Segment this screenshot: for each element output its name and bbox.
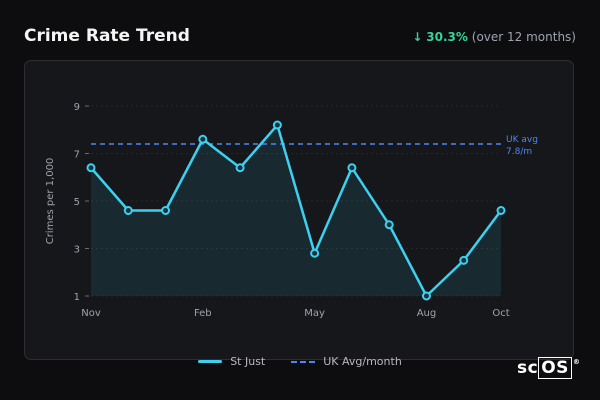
data-point [310,248,320,258]
x-tick-label: May [304,308,325,319]
page-title: Crime Rate Trend [24,26,190,46]
x-tick-label: Nov [81,308,101,319]
data-point [347,163,357,173]
legend-item-reference[interactable]: UK Avg/month [291,355,402,368]
reference-annotation-line2: 7.8/m [506,147,532,157]
legend-item-series[interactable]: St Just [198,355,265,368]
y-tick-label: 7 [74,150,80,161]
y-axis-label: Crimes per 1,000 [45,158,56,245]
data-point [123,206,133,215]
data-point [272,120,282,130]
change-value: 30.3% [426,30,468,44]
legend-label-reference: UK Avg/month [323,355,402,368]
chart-legend: St Just UK Avg/month [0,355,600,368]
grid-lines [85,105,501,297]
x-tick-label: Feb [194,308,212,319]
area-fill-layer [91,125,501,296]
brand-logo: sc OS ® [517,357,581,379]
change-arrow-icon: ↓ [412,30,423,44]
data-point [86,163,96,173]
y-tick-label: 3 [74,245,80,256]
series-area-fill [91,125,501,296]
x-tick-label: Oct [492,308,509,319]
y-tick-label: 5 [74,197,80,208]
data-point [235,163,245,173]
data-point [198,134,208,144]
y-tick-label: 1 [74,292,80,303]
legend-label-series: St Just [230,355,266,368]
change-period: (over 12 months) [471,30,576,44]
y-tick-label: 9 [74,102,80,113]
data-point [496,206,506,215]
legend-swatch-reference [291,360,316,363]
tick-labels: 1 3 5 7 9 Nov Feb May Aug Oct Crimes per 1,000 [45,102,510,319]
legend-swatch-series [198,360,223,363]
reference-layer: UK avg 7.8/m [91,135,538,157]
data-point [459,255,469,265]
x-tick-label: Aug [417,308,437,319]
change-indicator: ↓ 30.3% (over 12 months) [412,30,576,44]
series-line [89,123,503,298]
data-point [161,206,171,215]
data-point [421,291,431,301]
chart-card [24,60,574,360]
reference-annotation-line1: UK avg [506,135,538,145]
series-layer [86,120,506,301]
data-point [384,220,394,230]
